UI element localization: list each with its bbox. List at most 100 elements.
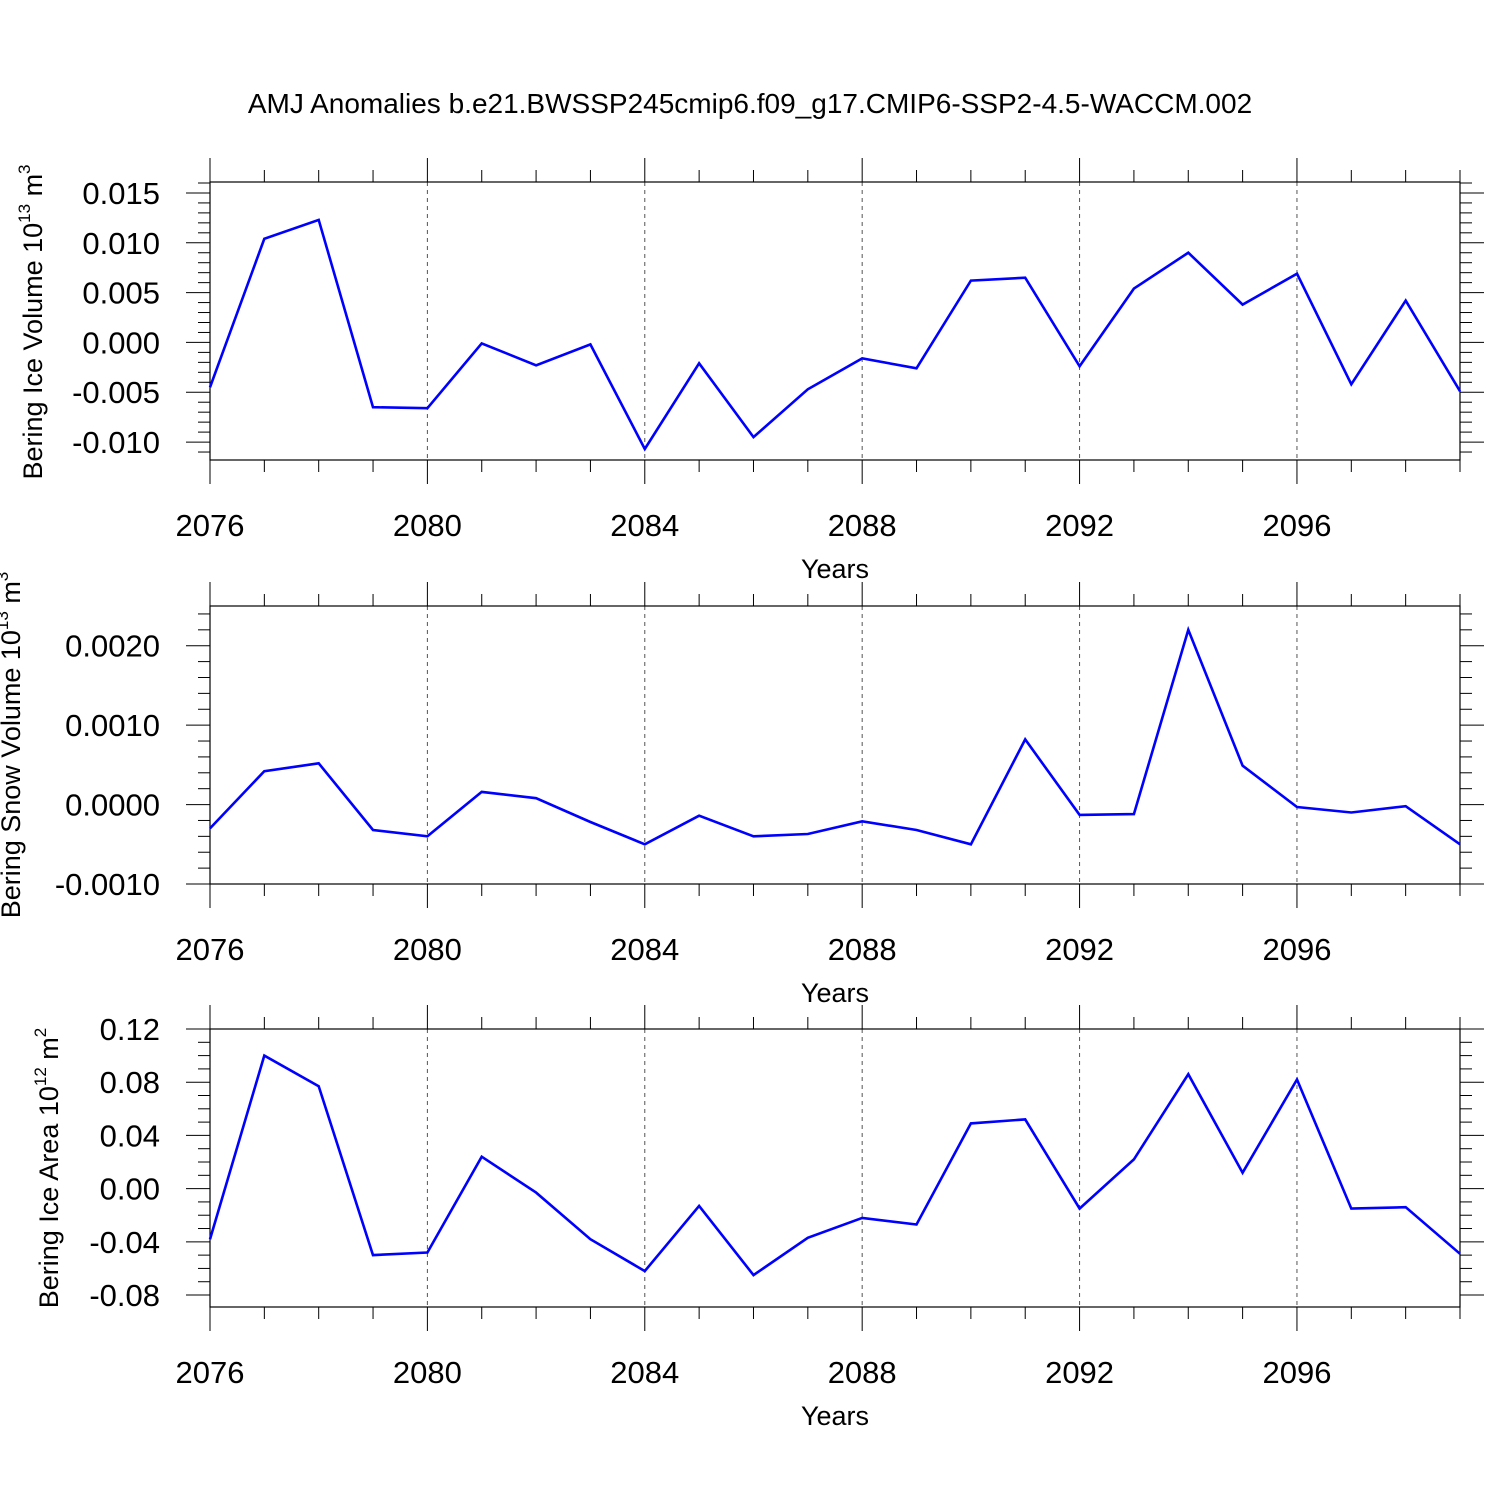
x-tick-label: 2092 [1045, 1355, 1114, 1390]
data-point [643, 1269, 647, 1273]
y-tick-label: -0.0010 [55, 867, 160, 902]
plot-frame [209, 605, 1461, 885]
data-point [208, 826, 212, 830]
x-tick-label: 2088 [828, 1355, 897, 1390]
data-point [1404, 1205, 1408, 1209]
data-point [1349, 1207, 1353, 1211]
data-point [208, 385, 212, 389]
y-tick-label: 0.08 [100, 1065, 160, 1100]
plot-frame [209, 1028, 1461, 1308]
y-axis-label-main: Bering Ice Area 10 [34, 1086, 64, 1308]
data-point [534, 363, 538, 367]
data-point [534, 796, 538, 800]
data-point [1241, 764, 1245, 768]
data-point [317, 761, 321, 765]
data-point [1458, 1252, 1462, 1256]
panel-2: -0.0010 0.0000 0.0010 0.0020 2076 2080 2084 208… [0, 572, 1484, 1008]
data-point [371, 405, 375, 409]
data-point [262, 1054, 266, 1058]
y-axis-label-unit-exponent: 3 [0, 572, 12, 581]
x-tick-label: 2080 [393, 508, 462, 543]
data-point [262, 769, 266, 773]
data-point [751, 834, 755, 838]
y-axis-label-exponent: 13 [15, 204, 34, 223]
series-line [209, 625, 1461, 846]
data-point [425, 834, 429, 838]
data-point [588, 820, 592, 824]
data-point [806, 832, 810, 836]
x-tick-label: 2084 [610, 932, 679, 967]
data-point [1295, 805, 1299, 809]
data-point [1132, 812, 1136, 816]
x-tick-label: 2076 [176, 932, 245, 967]
data-point [697, 361, 701, 365]
data-point [1349, 811, 1353, 815]
data-point [480, 341, 484, 345]
x-tick-label: 2096 [1262, 508, 1331, 543]
data-point [969, 279, 973, 283]
data-point [806, 387, 810, 391]
data-point [1458, 842, 1462, 846]
data-point [371, 828, 375, 832]
data-point [1132, 287, 1136, 291]
data-point [1132, 1157, 1136, 1161]
y-axis-label-main: Bering Snow Volume 10 [0, 630, 26, 918]
x-tick-label: 2084 [610, 508, 679, 543]
chart-title: AMJ Anomalies b.e21.BWSSP245cmip6.f09_g1… [247, 88, 1253, 119]
data-point [1023, 737, 1027, 741]
data-point [1078, 364, 1082, 368]
y-tick-label: -0.04 [89, 1225, 160, 1260]
data-point [1023, 1117, 1027, 1121]
y-axis-label-unit: m [18, 174, 48, 204]
x-tick-label: 2088 [828, 508, 897, 543]
data-point [588, 342, 592, 346]
data-point [317, 1084, 321, 1088]
y-tick-label: 0.0000 [65, 788, 160, 823]
data-point [262, 237, 266, 241]
y-tick-label: 0.000 [82, 325, 160, 360]
data-point [1023, 276, 1027, 280]
y-tick-label: 0.005 [82, 276, 160, 311]
data-point [751, 1273, 755, 1277]
data-point [860, 1216, 864, 1220]
data-point [697, 814, 701, 818]
y-axis-label: Bering Ice Area 1012 m2 [31, 1028, 64, 1309]
x-axis-label: Years [801, 978, 869, 1008]
data-point [1404, 299, 1408, 303]
data-point [480, 1155, 484, 1159]
y-axis-label-unit-exponent: 3 [15, 164, 34, 173]
y-tick-label: 0.010 [82, 226, 160, 261]
y-tick-label: 0.0010 [65, 708, 160, 743]
data-point [425, 406, 429, 410]
data-point [1404, 804, 1408, 808]
y-axis-label-unit-exponent: 2 [31, 1028, 50, 1037]
data-point [860, 819, 864, 823]
data-point [1078, 813, 1082, 817]
data-point [1241, 303, 1245, 307]
x-tick-label: 2088 [828, 932, 897, 967]
data-point [1295, 1078, 1299, 1082]
data-point [1186, 251, 1190, 255]
y-axis-label-unit: m [34, 1037, 64, 1067]
y-axis-label-main: Bering Ice Volume 10 [18, 223, 48, 480]
x-axis-label: Years [801, 1401, 869, 1431]
x-tick-label: 2092 [1045, 932, 1114, 967]
data-point [751, 435, 755, 439]
panel-1: -0.010 -0.005 0.000 0.005 0.010 0.015 2076 2080… [15, 158, 1484, 584]
x-tick-label: 2096 [1262, 1355, 1331, 1390]
x-tick-label: 2092 [1045, 508, 1114, 543]
y-axis-label-exponent: 13 [0, 611, 12, 630]
data-point [1078, 1207, 1082, 1211]
data-point [1186, 628, 1190, 632]
data-point [480, 790, 484, 794]
y-axis-label-exponent: 12 [31, 1067, 50, 1086]
data-point [534, 1191, 538, 1195]
y-tick-label: 0.00 [100, 1172, 160, 1207]
y-tick-label: -0.005 [72, 375, 160, 410]
data-point [697, 1204, 701, 1208]
data-point [643, 447, 647, 451]
data-point [969, 842, 973, 846]
y-tick-label: -0.08 [89, 1278, 160, 1313]
data-point [1241, 1171, 1245, 1175]
